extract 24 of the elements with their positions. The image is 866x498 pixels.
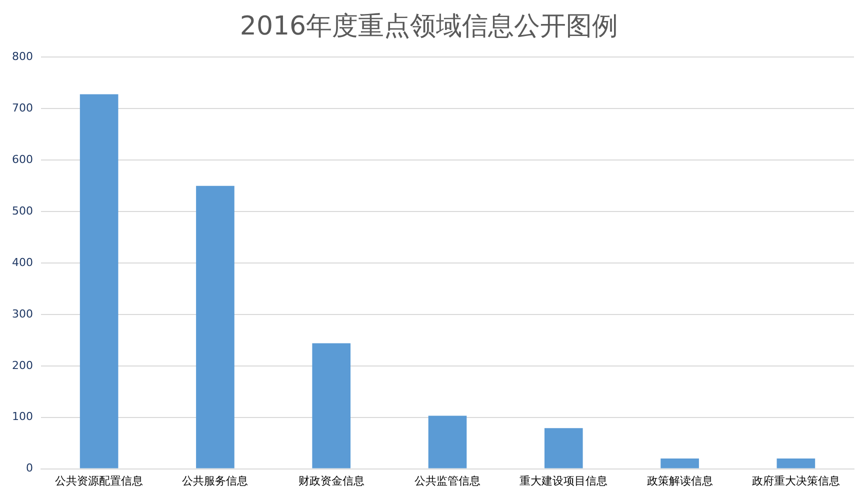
x-tick-label: 政策解读信息 <box>646 474 713 488</box>
y-tick-label: 700 <box>12 102 33 115</box>
chart-title: 2016年度重点领域信息公开图例 <box>240 11 618 42</box>
y-tick-label: 100 <box>12 410 33 424</box>
bar <box>660 458 699 468</box>
x-tick-label: 财政资金信息 <box>298 474 364 488</box>
bar <box>776 458 816 468</box>
x-tick-label: 公共资源配置信息 <box>55 474 144 488</box>
y-tick-label: 300 <box>12 307 33 320</box>
bar <box>80 94 118 468</box>
x-tick-label: 公共监管信息 <box>414 474 480 488</box>
y-tick-label: 0 <box>26 462 33 475</box>
y-tick-label: 400 <box>12 256 33 269</box>
y-tick-label: 800 <box>12 50 33 64</box>
bar <box>196 186 234 468</box>
bar <box>428 416 467 468</box>
y-tick-label: 200 <box>12 358 33 372</box>
x-tick-label: 重大建设项目信息 <box>520 474 608 488</box>
bar <box>312 343 351 468</box>
y-tick-label: 500 <box>12 204 33 218</box>
bar <box>544 428 583 468</box>
y-tick-label: 600 <box>12 152 33 166</box>
x-tick-label: 政府重大决策信息 <box>752 474 840 488</box>
x-tick-label: 公共服务信息 <box>182 474 248 488</box>
